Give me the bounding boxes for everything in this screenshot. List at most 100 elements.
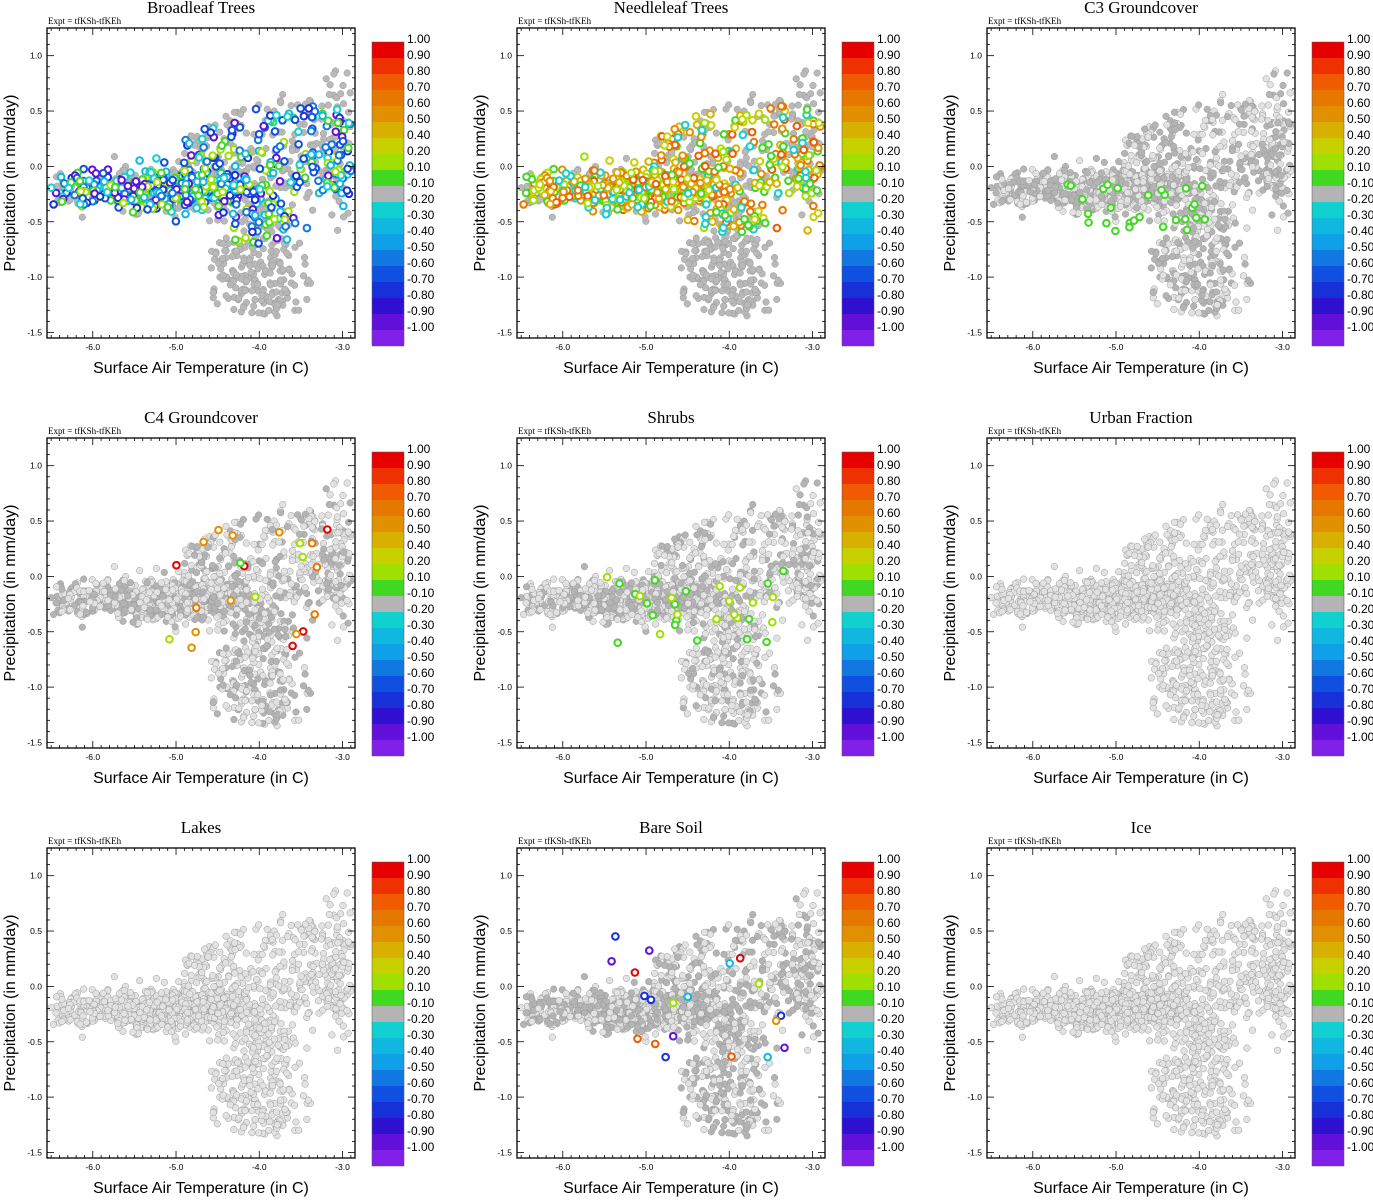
data-point xyxy=(340,100,348,108)
data-point xyxy=(242,129,250,137)
data-point xyxy=(309,206,317,214)
highlighted-point xyxy=(673,205,683,215)
data-point xyxy=(1169,172,1177,181)
data-point xyxy=(1196,165,1204,173)
highlighted-point xyxy=(738,115,747,124)
data-point xyxy=(248,309,256,317)
highlighted-point xyxy=(344,118,354,128)
highlighted-point xyxy=(135,156,144,165)
colorbar-swatch xyxy=(842,186,874,202)
highlighted-point xyxy=(605,156,614,165)
data-point xyxy=(794,101,802,109)
colorbar-swatch xyxy=(842,170,874,186)
colorbar-label: 0.60 xyxy=(877,96,901,110)
data-point xyxy=(1121,149,1129,157)
highlighted-point xyxy=(268,168,278,178)
highlighted-point xyxy=(182,197,192,207)
data-point xyxy=(1284,118,1293,126)
highlighted-point xyxy=(146,168,156,177)
data-point xyxy=(1153,174,1161,183)
data-point xyxy=(247,268,255,276)
data-point xyxy=(325,90,333,99)
highlighted-point xyxy=(615,195,625,205)
highlighted-point xyxy=(296,104,305,113)
data-point xyxy=(1170,108,1179,116)
data-point xyxy=(757,102,765,110)
data-point xyxy=(266,281,275,289)
highlighted-point xyxy=(123,181,133,191)
highlighted-point xyxy=(307,126,316,136)
data-point xyxy=(345,108,353,116)
highlighted-point xyxy=(198,177,208,187)
data-point xyxy=(1219,90,1227,99)
data-point xyxy=(1190,302,1198,310)
highlighted-point xyxy=(47,183,56,192)
colorbar-swatch xyxy=(842,266,874,282)
y-tick-label: 0.5 xyxy=(30,106,42,116)
highlighted-point xyxy=(184,139,194,148)
data-point xyxy=(219,254,227,262)
data-point xyxy=(712,129,720,137)
highlighted-point xyxy=(625,188,634,198)
data-point xyxy=(324,101,332,109)
highlighted-point xyxy=(580,152,589,161)
data-point xyxy=(1044,186,1052,194)
data-point xyxy=(1156,144,1164,152)
colorbar-swatch xyxy=(842,138,874,154)
data-point xyxy=(1093,178,1101,186)
colorbar-label: -0.20 xyxy=(877,192,905,206)
highlighted-point xyxy=(307,150,316,159)
data-point xyxy=(1123,196,1131,204)
data-point xyxy=(1237,152,1245,160)
highlighted-point xyxy=(789,145,799,155)
colorbar-swatch xyxy=(842,122,874,138)
data-point xyxy=(1237,106,1245,114)
highlighted-point xyxy=(231,219,240,229)
data-point xyxy=(1147,175,1155,184)
data-point xyxy=(753,249,761,257)
data-point xyxy=(705,294,713,302)
highlighted-point xyxy=(573,186,583,195)
highlighted-point xyxy=(308,162,317,172)
data-point xyxy=(802,128,810,136)
highlighted-point xyxy=(754,109,764,118)
highlighted-point xyxy=(758,143,767,152)
colorbar-label: -0.90 xyxy=(877,304,905,318)
data-point xyxy=(1227,170,1235,178)
data-point xyxy=(1022,198,1030,206)
data-point xyxy=(795,90,803,99)
data-point xyxy=(548,213,556,221)
data-point xyxy=(1243,295,1251,303)
data-point xyxy=(1213,301,1221,309)
scatter-points xyxy=(987,67,1295,320)
data-point xyxy=(1206,161,1214,169)
data-point xyxy=(1216,142,1224,150)
data-point xyxy=(1051,175,1059,183)
data-point xyxy=(1097,192,1105,200)
highlighted-point xyxy=(796,160,806,170)
data-point xyxy=(788,102,796,110)
y-tick-label: 1.0 xyxy=(30,51,42,61)
data-point xyxy=(1040,178,1048,186)
scatter-points xyxy=(517,67,826,320)
y-axis-label: Precipitation (in mm/day) xyxy=(2,95,19,272)
data-point xyxy=(710,227,718,235)
data-point xyxy=(1220,157,1228,165)
data-point xyxy=(1123,188,1131,197)
data-point xyxy=(322,75,330,83)
highlighted-point xyxy=(602,203,612,213)
highlighted-point xyxy=(712,175,721,185)
colorbar-swatch xyxy=(372,106,404,122)
data-point xyxy=(254,265,262,273)
colorbar-swatch xyxy=(372,250,404,266)
data-point xyxy=(746,276,755,284)
highlighted-point xyxy=(646,202,655,211)
data-point xyxy=(213,300,221,308)
highlighted-point xyxy=(701,219,710,229)
data-point xyxy=(800,70,808,78)
highlighted-point xyxy=(685,159,695,168)
highlighted-point xyxy=(809,201,818,211)
data-point xyxy=(1144,133,1152,141)
highlighted-point xyxy=(673,133,683,142)
data-point xyxy=(1032,169,1040,177)
